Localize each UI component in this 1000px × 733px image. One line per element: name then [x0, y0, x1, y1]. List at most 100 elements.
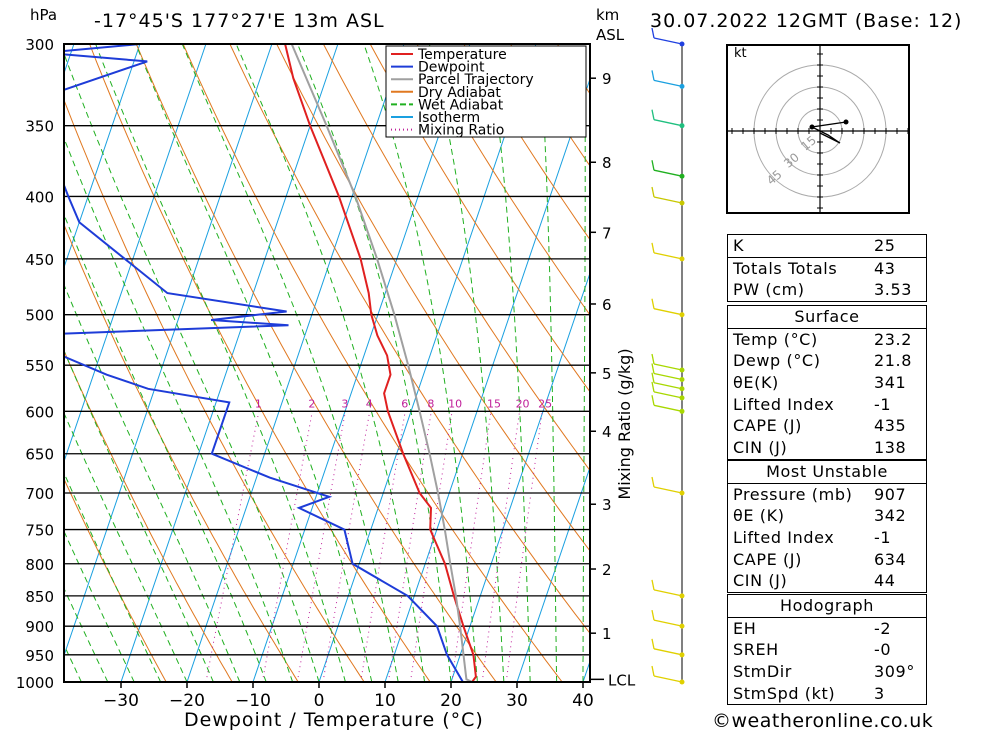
mixing-ratio-label: 20: [516, 397, 530, 410]
surface-dewp-value: 21.8: [874, 351, 913, 371]
wet-adiabat-line: [235, 44, 426, 682]
copyright-footer: ©weatheronline.co.uk: [712, 710, 934, 732]
mixing-ratio-line: [481, 411, 521, 682]
hodograph-ring-label: 30: [781, 150, 802, 171]
table-row: CIN (J) 44: [728, 570, 926, 594]
hodograph-endpoint: [843, 119, 849, 125]
isotherm-line: [120, 44, 339, 682]
wind-barb-shaft: [653, 372, 683, 381]
profile-lines: [64, 44, 477, 682]
wet-adiabat-line: [95, 44, 346, 682]
hodograph-title: Hodograph: [728, 595, 926, 618]
wet-adiabat-line: [64, 530, 135, 682]
height-tick-label: 9: [602, 70, 612, 88]
mixing-ratio-label: 6: [401, 397, 408, 410]
plot-frame: [63, 43, 591, 683]
surface-temp-value: 23.2: [874, 329, 913, 349]
plot-border: [63, 43, 591, 683]
height-ref-label: ASL: [596, 26, 625, 44]
table-row: Pressure (mb) 907: [728, 484, 926, 506]
axis-ticks: 3003504004505005506006507007508008509009…: [16, 36, 636, 711]
table-row: StmDir 309°: [728, 661, 926, 683]
dry-adiabat-line: [369, 44, 590, 393]
wet-adiabat-line: [135, 44, 373, 682]
wet-adiabat-line: [64, 136, 294, 682]
height-tick-label: 1: [602, 625, 612, 643]
mu-thetae-value: 342: [874, 506, 907, 526]
mixing-ratio-label: 8: [427, 397, 434, 410]
wind-barb-shaft: [653, 252, 683, 260]
table-row: PW (cm) 3.53: [728, 279, 926, 303]
mixing-ratio-label: 15: [487, 397, 501, 410]
wet-adiabat-line: [297, 44, 452, 682]
wind-barb-flag: [651, 610, 655, 621]
wind-barb-shaft: [653, 404, 683, 412]
height-tick-label: 2: [602, 561, 612, 579]
pw-value: 3.53: [874, 280, 913, 300]
wet-adiabat-line: [428, 44, 505, 682]
wet-adiabat-line: [539, 44, 558, 682]
table-row: Dewp (°C) 21.8: [728, 350, 926, 372]
isotherm-line: [64, 44, 273, 658]
wind-barb-flag: [651, 242, 655, 253]
mixing-ratio-line: [451, 411, 492, 682]
wind-barb-shaft: [653, 486, 683, 494]
table-row: StmSpd (kt) 3: [728, 683, 926, 706]
k-index-label: K: [733, 236, 745, 255]
wind-barb-shaft: [653, 169, 683, 177]
isotherm-line: [0, 44, 8, 682]
sreh-value: -0: [874, 640, 892, 660]
wet-adiabat-line: [363, 44, 478, 682]
pressure-tick-label: 500: [25, 307, 54, 325]
mu-cape-value: 634: [874, 549, 907, 569]
surface-cin-label: CIN (J): [733, 438, 788, 458]
temperature-tick-label: −10: [235, 691, 271, 711]
isotherm-line: [318, 44, 537, 682]
table-row: Totals Totals 43: [728, 258, 926, 280]
mixing-ratio-label: 4: [366, 397, 373, 410]
wind-barb-flag: [651, 186, 655, 198]
wind-barb-flag: [651, 353, 655, 365]
mixing-ratio-label: 2: [308, 397, 315, 410]
table-row: Lifted Index -1: [728, 394, 926, 416]
pw-label: PW (cm): [733, 280, 805, 300]
x-axis-label: Dewpoint / Temperature (°C): [184, 709, 484, 731]
isotherm-line: [450, 271, 590, 682]
wet-adiabat-line: [64, 471, 162, 682]
mixing-ratio-line: [387, 411, 432, 682]
hodograph-trace: [809, 121, 847, 144]
legend-item: Parcel Trajectory: [418, 72, 534, 88]
legend-item: Dry Adiabat: [418, 85, 501, 101]
pressure-tick-label: 850: [25, 588, 54, 606]
totals-label: Totals Totals: [733, 258, 838, 278]
sreh-label: SREH: [733, 640, 779, 660]
wet-adiabat-line: [64, 213, 267, 682]
surface-temp-label: Temp (°C): [733, 329, 818, 349]
lcl-label: LCL: [608, 671, 636, 689]
most-unstable-title: Most Unstable: [728, 461, 926, 484]
wind-barb-flag: [651, 372, 655, 383]
temperature-tick-label: 30: [506, 691, 528, 711]
wind-barb-shaft: [653, 619, 683, 627]
temperature-tick-label: 10: [374, 691, 396, 711]
height-tick-label: 8: [602, 154, 612, 172]
wind-barb-flag: [651, 638, 655, 649]
wet-adiabat-line: [64, 283, 241, 682]
table-row: θE(K) 341: [728, 372, 926, 394]
dry-adiabat-line: [416, 44, 590, 316]
indices-table: K 25 Totals Totals 43 PW (cm) 3.53: [727, 234, 927, 303]
table-row: CAPE (J) 634: [728, 549, 926, 571]
surface-title: Surface: [728, 306, 926, 329]
dry-adiabat-line: [89, 44, 431, 682]
eh-value: -2: [874, 618, 892, 638]
dry-adiabat-line: [463, 44, 590, 241]
mixing-ratio-line: [205, 411, 260, 682]
pressure-tick-label: 750: [25, 522, 54, 540]
table-row: EH -2: [728, 618, 926, 640]
mixing-ratio-line: [505, 411, 543, 682]
table-row: SREH -0: [728, 639, 926, 661]
wind-barb-flag: [651, 395, 655, 406]
isotherm-line: [64, 44, 141, 269]
